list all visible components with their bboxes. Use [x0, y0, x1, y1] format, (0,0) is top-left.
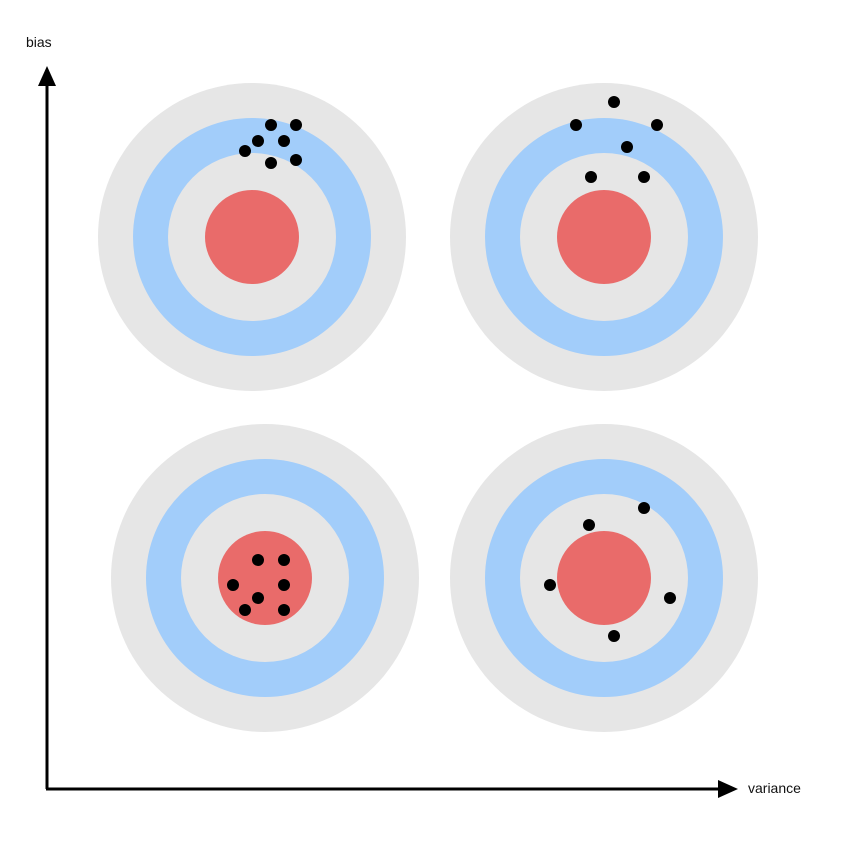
- shot-dot: [638, 171, 650, 183]
- y-axis-arrowhead: [38, 66, 56, 86]
- shot-dot: [239, 145, 251, 157]
- y-axis-label: bias: [26, 34, 52, 50]
- shot-dot: [544, 579, 556, 591]
- target-low-bias-high-variance: [450, 424, 758, 732]
- bullseye: [557, 531, 651, 625]
- shot-dot: [278, 579, 290, 591]
- shot-dot: [651, 119, 663, 131]
- shot-dot: [239, 604, 251, 616]
- target-high-bias-high-variance: [450, 83, 758, 391]
- x-axis-arrowhead: [718, 780, 738, 798]
- shot-dot: [621, 141, 633, 153]
- shot-dot: [278, 554, 290, 566]
- shot-dot: [290, 154, 302, 166]
- targets: [98, 83, 758, 732]
- shot-dot: [227, 579, 239, 591]
- shot-dot: [290, 119, 302, 131]
- bullseye: [205, 190, 299, 284]
- shot-dot: [585, 171, 597, 183]
- bullseye: [218, 531, 312, 625]
- target-high-bias-low-variance: [98, 83, 406, 391]
- target-low-bias-low-variance: [111, 424, 419, 732]
- shot-dot: [664, 592, 676, 604]
- shot-dot: [278, 135, 290, 147]
- shot-dot: [265, 157, 277, 169]
- x-axis-label: variance: [748, 780, 801, 796]
- bullseye: [557, 190, 651, 284]
- shot-dot: [252, 554, 264, 566]
- shot-dot: [608, 96, 620, 108]
- shot-dot: [638, 502, 650, 514]
- shot-dot: [583, 519, 595, 531]
- shot-dot: [278, 604, 290, 616]
- shot-dot: [252, 135, 264, 147]
- shot-dot: [265, 119, 277, 131]
- shot-dot: [608, 630, 620, 642]
- shot-dot: [252, 592, 264, 604]
- shot-dot: [570, 119, 582, 131]
